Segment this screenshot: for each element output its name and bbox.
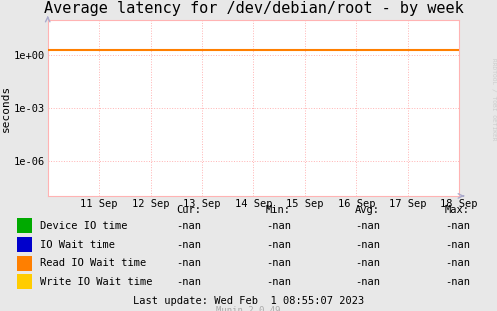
Text: Device IO time: Device IO time — [40, 221, 127, 231]
Text: -nan: -nan — [355, 221, 380, 231]
Text: -nan: -nan — [266, 221, 291, 231]
Text: -nan: -nan — [355, 277, 380, 287]
Title: Average latency for /dev/debian/root - by week: Average latency for /dev/debian/root - b… — [44, 1, 463, 16]
Text: -nan: -nan — [176, 258, 201, 268]
Text: -nan: -nan — [445, 258, 470, 268]
Text: -nan: -nan — [176, 277, 201, 287]
Text: -nan: -nan — [355, 240, 380, 250]
Text: -nan: -nan — [445, 277, 470, 287]
Text: Max:: Max: — [445, 205, 470, 215]
Text: -nan: -nan — [266, 277, 291, 287]
Text: RRDTOOL / TOBI OETIKER: RRDTOOL / TOBI OETIKER — [491, 58, 496, 141]
Text: -nan: -nan — [445, 240, 470, 250]
Text: Avg:: Avg: — [355, 205, 380, 215]
Text: -nan: -nan — [176, 240, 201, 250]
Text: Munin 2.0.49: Munin 2.0.49 — [216, 306, 281, 311]
Text: IO Wait time: IO Wait time — [40, 240, 115, 250]
Text: Cur:: Cur: — [176, 205, 201, 215]
Text: -nan: -nan — [266, 240, 291, 250]
Text: Last update: Wed Feb  1 08:55:07 2023: Last update: Wed Feb 1 08:55:07 2023 — [133, 296, 364, 306]
Text: -nan: -nan — [445, 221, 470, 231]
Text: -nan: -nan — [176, 221, 201, 231]
Y-axis label: seconds: seconds — [1, 85, 11, 132]
Text: Min:: Min: — [266, 205, 291, 215]
Text: Write IO Wait time: Write IO Wait time — [40, 277, 152, 287]
Text: -nan: -nan — [266, 258, 291, 268]
Text: Read IO Wait time: Read IO Wait time — [40, 258, 146, 268]
Text: -nan: -nan — [355, 258, 380, 268]
